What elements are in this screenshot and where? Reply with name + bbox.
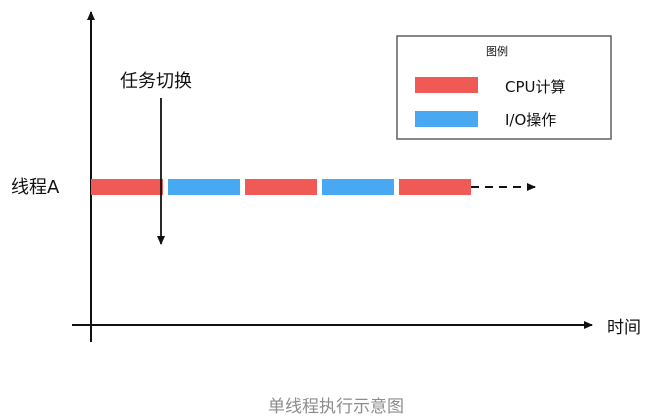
timeline-segment-3	[245, 179, 317, 195]
timeline-segment-4	[322, 179, 394, 195]
legend-title: 图例	[486, 44, 508, 58]
legend-label-io: I/O操作	[505, 111, 556, 129]
timeline-segment-5	[399, 179, 471, 195]
timeline-segments	[91, 179, 471, 195]
legend-label-cpu: CPU计算	[505, 78, 566, 96]
time-axis-label: 时间	[607, 318, 641, 338]
thread-label: 线程A	[11, 177, 60, 198]
legend-swatch-io	[415, 111, 478, 127]
timeline-segment-1	[91, 179, 163, 195]
timeline-segment-2	[168, 179, 240, 195]
legend-swatch-cpu	[415, 77, 478, 93]
task-switch-label: 任务切换	[120, 71, 192, 92]
legend: 图例 CPU计算 I/O操作	[396, 35, 612, 140]
figure-caption: 单线程执行示意图	[268, 397, 404, 417]
